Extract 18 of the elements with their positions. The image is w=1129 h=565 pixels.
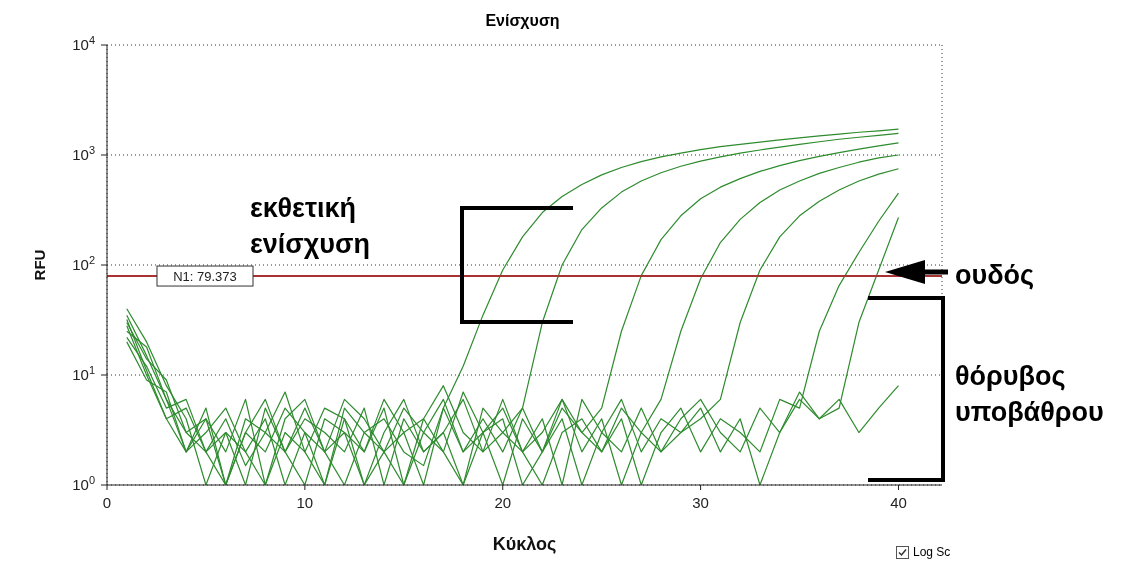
y-axis-title: RFU [31, 249, 49, 281]
y-tick-label: 10$^{4}$ [72, 34, 95, 53]
x-tick-label: 40 [890, 494, 907, 511]
y-tick-label: 10$^{3}$ [72, 144, 95, 163]
y-tick-label: 10$^{2}$ [72, 254, 95, 273]
text: Log Sc [912, 545, 951, 559]
annotation: εκθετική ενίσχυση [250, 192, 372, 261]
x-tick-label: 20 [494, 494, 512, 511]
x-tick-label: 30 [692, 494, 709, 511]
chart-title: Ενίσχυση [484, 12, 561, 30]
x-tick-label: 10 [296, 494, 314, 511]
x-tick-label: 0 [102, 494, 112, 511]
y-tick-label: 10$^{0}$ [72, 474, 95, 493]
text: θόρυβος υποβάθρου [955, 360, 1105, 429]
y-tick-label: 10$^{1}$ [72, 364, 95, 383]
ref-line-label: N1: 79.373 [173, 269, 237, 285]
x-axis-title: Κύκλος [492, 533, 557, 554]
text: ουδός [955, 260, 1035, 291]
